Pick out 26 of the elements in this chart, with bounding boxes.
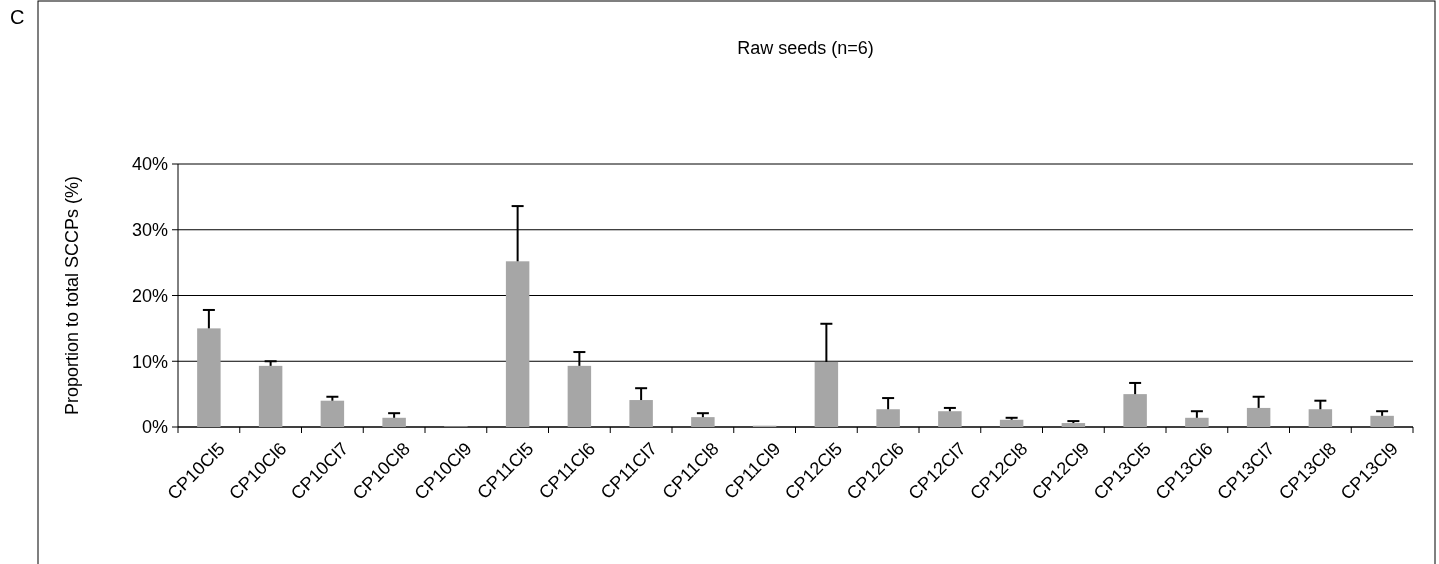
y-tick-label: 20% bbox=[131, 285, 168, 306]
bar bbox=[876, 409, 900, 427]
bar bbox=[1123, 394, 1147, 427]
bar bbox=[629, 400, 653, 427]
text: C bbox=[10, 6, 25, 28]
bar bbox=[505, 261, 530, 427]
y-tick-label: 0% bbox=[141, 417, 168, 438]
bar bbox=[999, 419, 1024, 427]
bar bbox=[1061, 423, 1086, 427]
bar bbox=[320, 400, 345, 427]
y-axis-title: Proportion to total SCCPs (%) bbox=[62, 175, 82, 416]
y-tick-label: 40% bbox=[131, 154, 168, 175]
bar bbox=[1185, 417, 1209, 427]
bar bbox=[1308, 409, 1333, 427]
chart-title: Raw seeds (n=6) bbox=[737, 38, 874, 58]
y-tick-label: 30% bbox=[131, 220, 168, 241]
bar bbox=[814, 361, 839, 427]
bar bbox=[258, 365, 283, 427]
y-tick-label: 10% bbox=[131, 351, 168, 372]
bar bbox=[197, 328, 221, 427]
bar bbox=[938, 411, 962, 427]
bar bbox=[1246, 407, 1271, 427]
bar bbox=[691, 417, 715, 427]
bar bbox=[567, 365, 592, 427]
bar bbox=[382, 417, 406, 427]
bar bbox=[1370, 415, 1394, 427]
